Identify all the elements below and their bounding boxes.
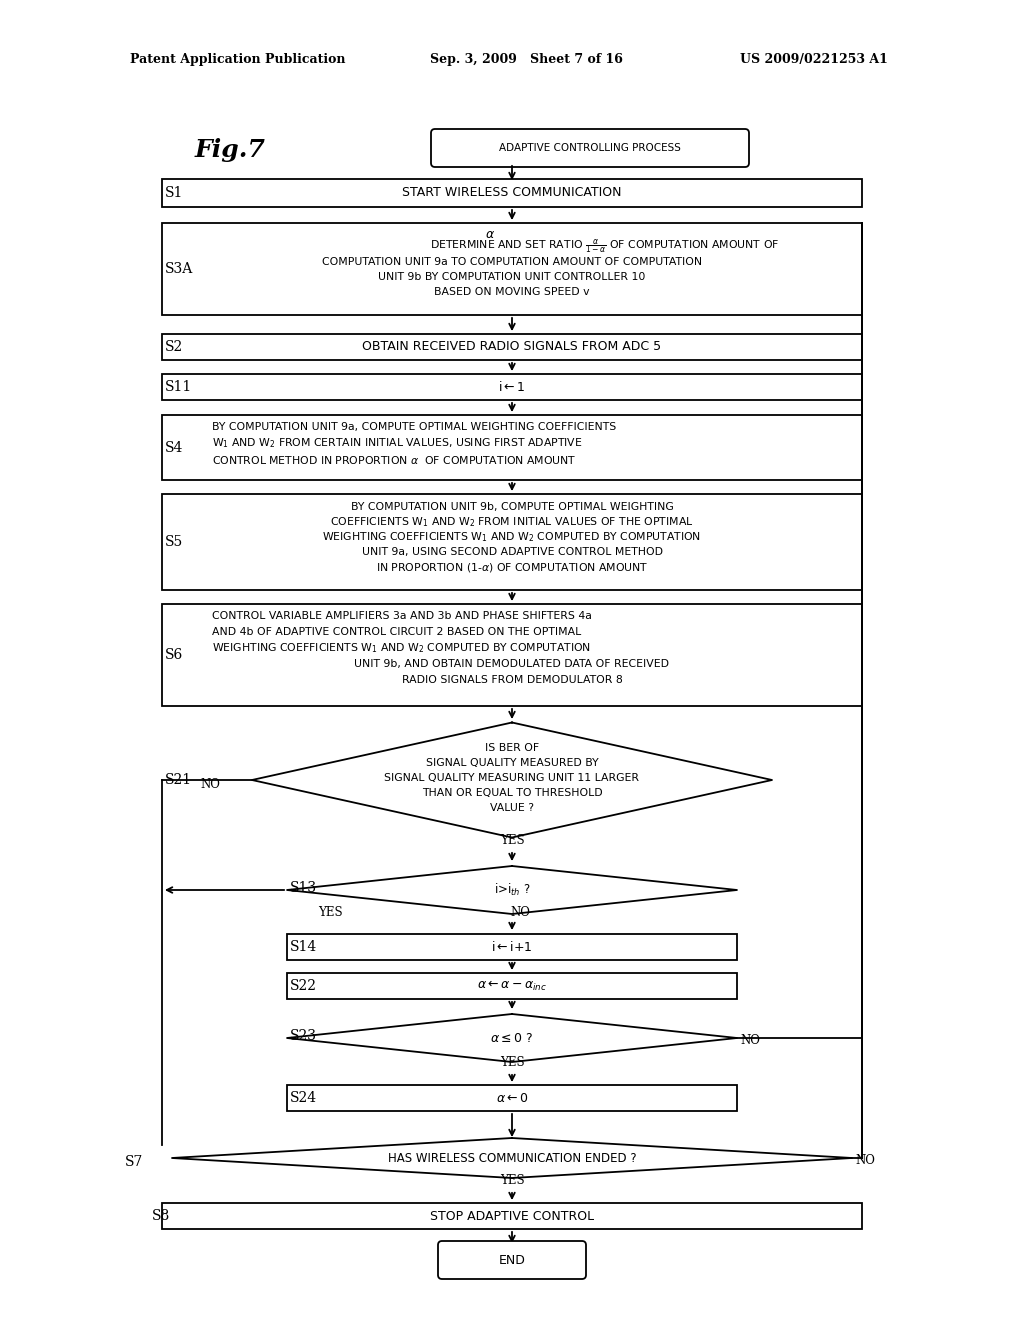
Text: S23: S23 — [290, 1030, 317, 1043]
Bar — [162, 1203, 862, 1229]
Bar — [287, 1085, 737, 1111]
Text: UNIT 9b BY COMPUTATION UNIT CONTROLLER 10: UNIT 9b BY COMPUTATION UNIT CONTROLLER 1… — [378, 272, 646, 282]
Text: CONTROL METHOD IN PROPORTION $\alpha$  OF COMPUTATION AMOUNT: CONTROL METHOD IN PROPORTION $\alpha$ OF… — [212, 454, 577, 466]
Bar — [162, 605, 862, 706]
Text: END: END — [499, 1254, 525, 1266]
Text: S6: S6 — [165, 648, 183, 663]
Text: NO: NO — [740, 1034, 760, 1047]
Text: Sep. 3, 2009   Sheet 7 of 16: Sep. 3, 2009 Sheet 7 of 16 — [430, 54, 623, 66]
Text: S21: S21 — [165, 774, 193, 787]
Text: BY COMPUTATION UNIT 9a, COMPUTE OPTIMAL WEIGHTING COEFFICIENTS: BY COMPUTATION UNIT 9a, COMPUTE OPTIMAL … — [212, 422, 616, 432]
Bar — [162, 180, 862, 207]
Text: S7: S7 — [125, 1155, 143, 1170]
Text: $\alpha$: $\alpha$ — [485, 227, 495, 240]
Text: WEIGHTING COEFFICIENTS W$_1$ AND W$_2$ COMPUTED BY COMPUTATION: WEIGHTING COEFFICIENTS W$_1$ AND W$_2$ C… — [323, 531, 701, 544]
Text: START WIRELESS COMMUNICATION: START WIRELESS COMMUNICATION — [402, 186, 622, 199]
Text: i$\leftarrow$1: i$\leftarrow$1 — [499, 380, 525, 393]
Text: OBTAIN RECEIVED RADIO SIGNALS FROM ADC 5: OBTAIN RECEIVED RADIO SIGNALS FROM ADC 5 — [362, 341, 662, 354]
Text: NO: NO — [200, 779, 220, 792]
Text: YES: YES — [500, 1173, 524, 1187]
Bar — [162, 223, 862, 315]
Bar — [287, 973, 737, 999]
Text: S3A: S3A — [165, 261, 194, 276]
Bar — [162, 374, 862, 400]
Text: RADIO SIGNALS FROM DEMODULATOR 8: RADIO SIGNALS FROM DEMODULATOR 8 — [401, 675, 623, 685]
FancyBboxPatch shape — [438, 1241, 586, 1279]
Text: IN PROPORTION (1-$\alpha$) OF COMPUTATION AMOUNT: IN PROPORTION (1-$\alpha$) OF COMPUTATIO… — [376, 561, 648, 573]
Text: YES: YES — [318, 906, 343, 919]
Text: DETERMINE AND SET RATIO $\frac{\alpha}{1-\alpha}$ OF COMPUTATION AMOUNT OF: DETERMINE AND SET RATIO $\frac{\alpha}{1… — [430, 238, 779, 256]
Text: HAS WIRELESS COMMUNICATION ENDED ?: HAS WIRELESS COMMUNICATION ENDED ? — [388, 1151, 636, 1164]
Bar — [162, 494, 862, 590]
Text: NO: NO — [855, 1154, 874, 1167]
Text: YES: YES — [500, 1056, 524, 1069]
Text: S11: S11 — [165, 380, 193, 393]
Text: W$_1$ AND W$_2$ FROM CERTAIN INITIAL VALUES, USING FIRST ADAPTIVE: W$_1$ AND W$_2$ FROM CERTAIN INITIAL VAL… — [212, 436, 583, 450]
Text: VALUE ?: VALUE ? — [490, 803, 534, 813]
Text: S4: S4 — [165, 441, 183, 454]
Text: S2: S2 — [165, 341, 183, 354]
Text: SIGNAL QUALITY MEASURING UNIT 11 LARGER: SIGNAL QUALITY MEASURING UNIT 11 LARGER — [384, 774, 640, 783]
Text: STOP ADAPTIVE CONTROL: STOP ADAPTIVE CONTROL — [430, 1209, 594, 1222]
Text: $\alpha\leftarrow$0: $\alpha\leftarrow$0 — [496, 1092, 528, 1105]
Text: Patent Application Publication: Patent Application Publication — [130, 54, 345, 66]
Text: S8: S8 — [152, 1209, 170, 1224]
Text: S5: S5 — [165, 535, 183, 549]
Bar — [287, 935, 737, 960]
Text: $\alpha\leq$0 ?: $\alpha\leq$0 ? — [490, 1031, 534, 1044]
Text: ADAPTIVE CONTROLLING PROCESS: ADAPTIVE CONTROLLING PROCESS — [499, 143, 681, 153]
Text: Fig.7: Fig.7 — [195, 139, 266, 162]
Text: NO: NO — [510, 907, 530, 920]
Text: S22: S22 — [290, 979, 317, 993]
Text: YES: YES — [500, 833, 524, 846]
Text: COMPUTATION UNIT 9a TO COMPUTATION AMOUNT OF COMPUTATION: COMPUTATION UNIT 9a TO COMPUTATION AMOUN… — [322, 257, 702, 267]
Text: IS BER OF: IS BER OF — [485, 743, 539, 752]
Bar — [162, 334, 862, 360]
Text: S14: S14 — [290, 940, 317, 954]
Text: US 2009/0221253 A1: US 2009/0221253 A1 — [740, 54, 888, 66]
Text: S24: S24 — [290, 1092, 317, 1105]
Text: WEIGHTING COEFFICIENTS W$_1$ AND W$_2$ COMPUTED BY COMPUTATION: WEIGHTING COEFFICIENTS W$_1$ AND W$_2$ C… — [212, 642, 591, 655]
Bar — [162, 414, 862, 480]
Text: i$\leftarrow$i+1: i$\leftarrow$i+1 — [492, 940, 532, 954]
Text: S13: S13 — [290, 880, 317, 895]
Text: COEFFICIENTS W$_1$ AND W$_2$ FROM INITIAL VALUES OF THE OPTIMAL: COEFFICIENTS W$_1$ AND W$_2$ FROM INITIA… — [330, 515, 694, 529]
Text: THAN OR EQUAL TO THRESHOLD: THAN OR EQUAL TO THRESHOLD — [422, 788, 602, 799]
Text: BY COMPUTATION UNIT 9b, COMPUTE OPTIMAL WEIGHTING: BY COMPUTATION UNIT 9b, COMPUTE OPTIMAL … — [350, 502, 674, 512]
Text: BASED ON MOVING SPEED v: BASED ON MOVING SPEED v — [434, 286, 590, 297]
Text: $\alpha\leftarrow\alpha-\alpha_{inc}$: $\alpha\leftarrow\alpha-\alpha_{inc}$ — [477, 979, 547, 993]
Text: CONTROL VARIABLE AMPLIFIERS 3a AND 3b AND PHASE SHIFTERS 4a: CONTROL VARIABLE AMPLIFIERS 3a AND 3b AN… — [212, 611, 592, 620]
Text: S1: S1 — [165, 186, 183, 201]
FancyBboxPatch shape — [431, 129, 749, 168]
Text: UNIT 9b, AND OBTAIN DEMODULATED DATA OF RECEIVED: UNIT 9b, AND OBTAIN DEMODULATED DATA OF … — [354, 659, 670, 669]
Text: UNIT 9a, USING SECOND ADAPTIVE CONTROL METHOD: UNIT 9a, USING SECOND ADAPTIVE CONTROL M… — [361, 546, 663, 557]
Text: AND 4b OF ADAPTIVE CONTROL CIRCUIT 2 BASED ON THE OPTIMAL: AND 4b OF ADAPTIVE CONTROL CIRCUIT 2 BAS… — [212, 627, 582, 638]
Text: SIGNAL QUALITY MEASURED BY: SIGNAL QUALITY MEASURED BY — [426, 758, 598, 768]
Text: i>i$_{th}$ ?: i>i$_{th}$ ? — [494, 882, 530, 898]
